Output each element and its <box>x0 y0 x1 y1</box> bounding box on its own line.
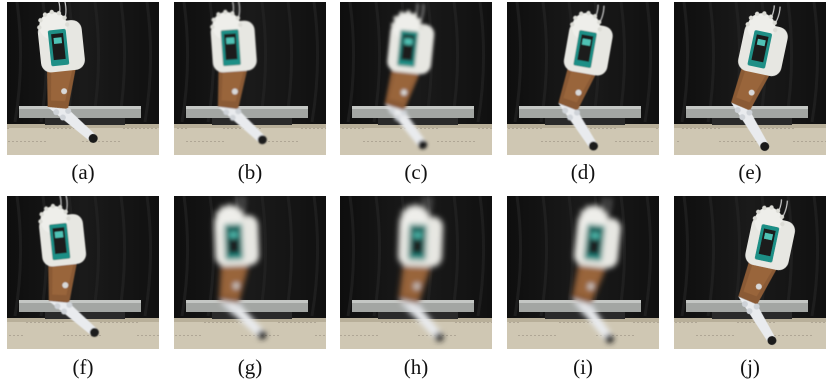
caption-j: (j) <box>740 355 760 379</box>
photo-panel-c <box>340 2 492 155</box>
caption-h: (h) <box>403 355 429 379</box>
leg-photo-h <box>340 196 492 349</box>
leg-photo-c <box>340 2 492 155</box>
leg-photo-d <box>507 2 659 155</box>
leg-photo-i <box>507 196 659 349</box>
caption-c: (c) <box>404 160 428 184</box>
robot-leg <box>398 196 444 342</box>
robot-leg <box>731 5 788 151</box>
photo-panel-d <box>507 2 659 155</box>
robot-leg <box>384 3 435 150</box>
photo-panel-b <box>174 2 326 155</box>
leg-photo-b <box>174 2 326 155</box>
robot-leg <box>738 199 796 345</box>
leg-photo-g <box>174 196 326 349</box>
caption-e: (e) <box>738 160 762 184</box>
robot-leg <box>210 2 267 145</box>
photo-panel-i <box>507 196 659 349</box>
robot-leg <box>558 4 613 151</box>
floor <box>674 318 826 349</box>
floor <box>340 318 492 349</box>
caption-b: (b) <box>237 160 263 184</box>
photo-panel-e <box>674 2 826 155</box>
photo-panel-h <box>340 196 492 349</box>
robot-leg <box>38 196 99 337</box>
robot-leg <box>37 2 98 143</box>
photo-panel-f <box>7 196 159 349</box>
leg-photo-e <box>674 2 826 155</box>
caption-a: (a) <box>71 160 95 184</box>
caption-d: (d) <box>570 160 596 184</box>
caption-i: (i) <box>573 355 593 379</box>
robot-leg <box>571 197 622 344</box>
leg-photo-a <box>7 2 159 155</box>
robot-leg <box>213 196 267 340</box>
photo-panel-j <box>674 196 826 349</box>
leg-photo-f <box>7 196 159 349</box>
photo-panel-a <box>7 2 159 155</box>
caption-g: (g) <box>237 355 263 379</box>
caption-f: (f) <box>72 355 94 379</box>
floor <box>507 318 659 349</box>
leg-photo-j <box>674 196 826 349</box>
photo-panel-g <box>174 196 326 349</box>
